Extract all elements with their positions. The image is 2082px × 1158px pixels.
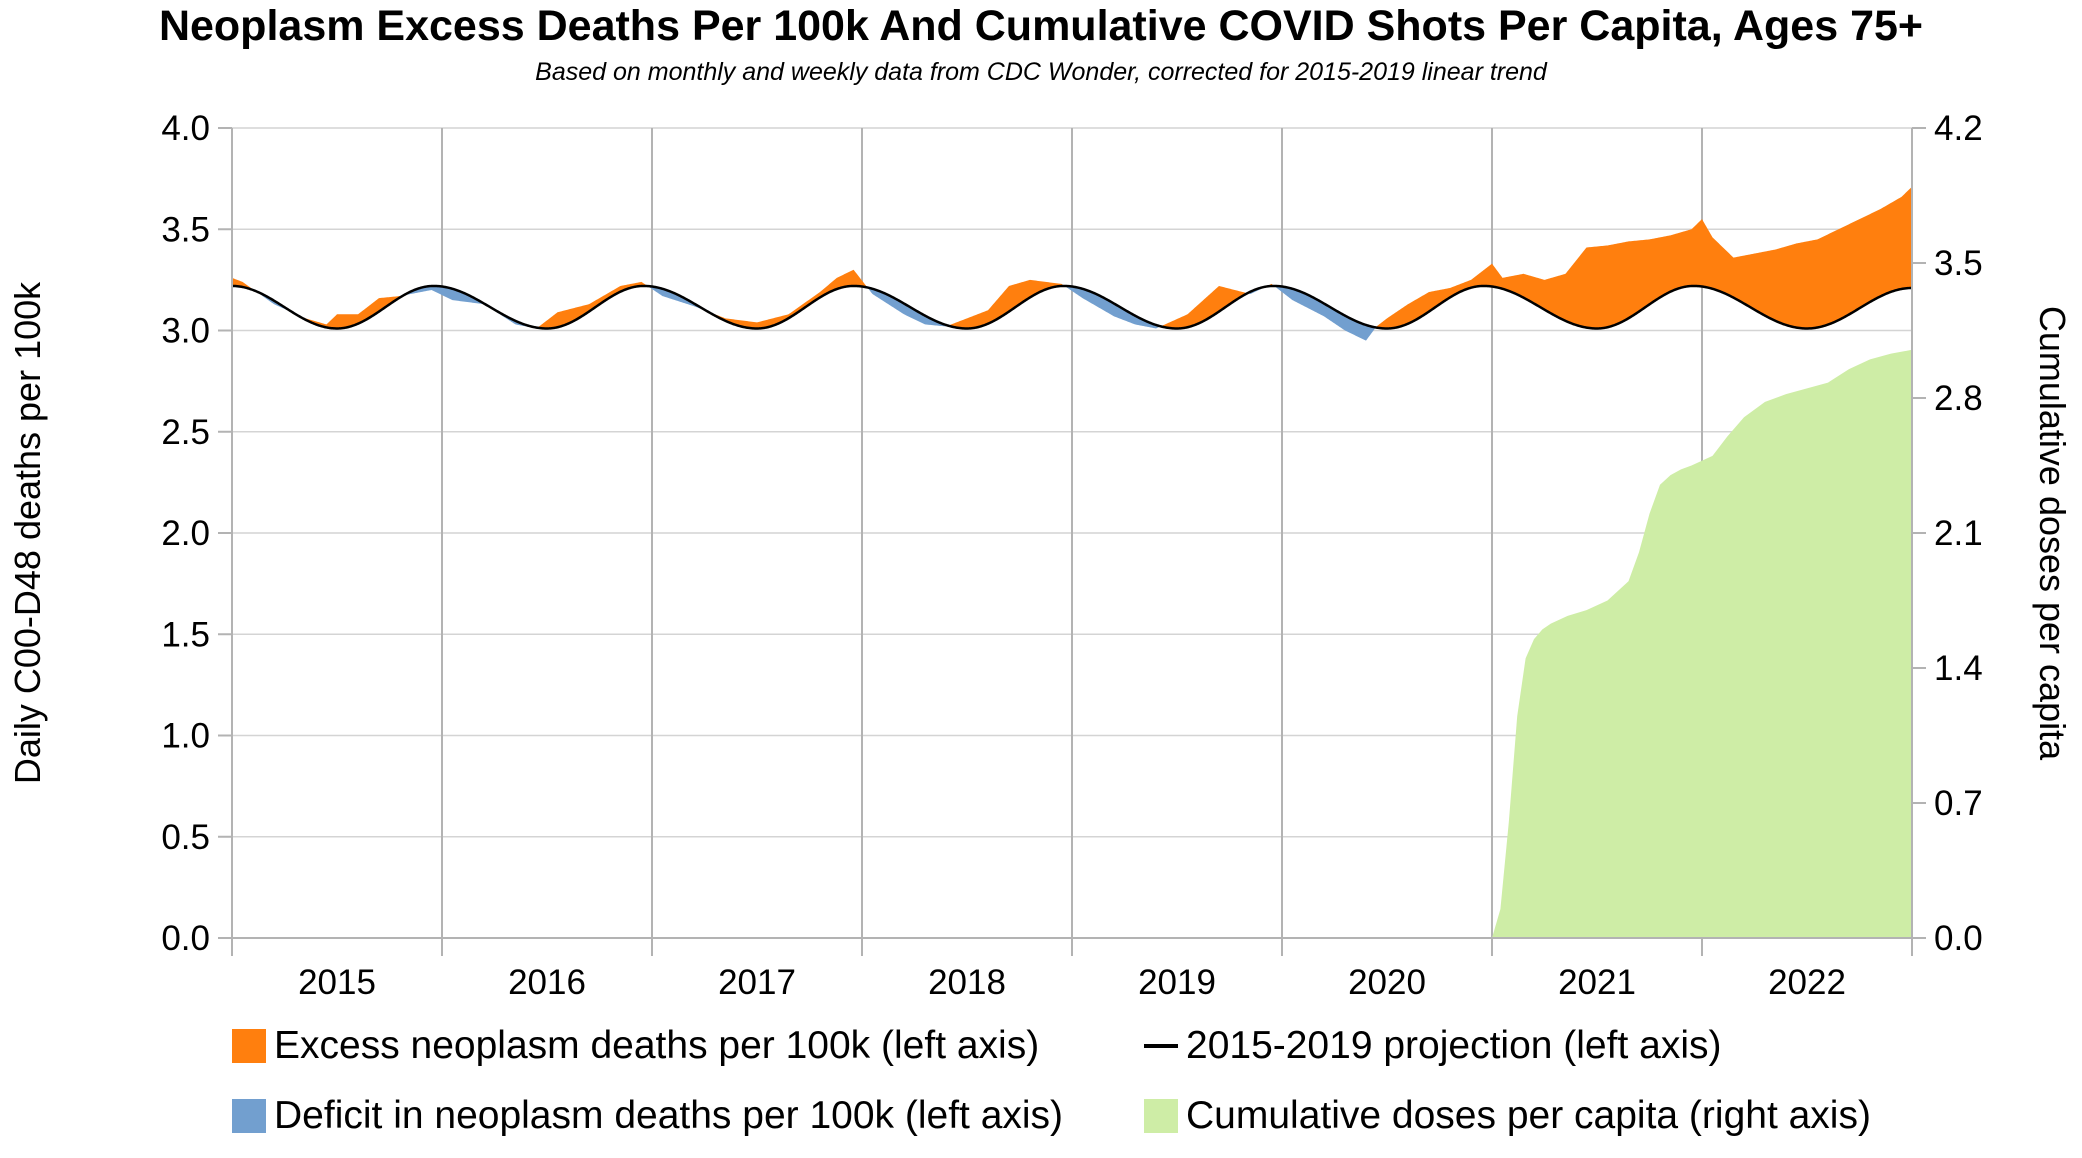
y2-tick-label: 0.0 xyxy=(1934,919,1983,958)
legend-excess: Excess neoplasm deaths per 100k (left ax… xyxy=(232,1024,1039,1067)
doses-area xyxy=(1492,349,1912,938)
chart-title: Neoplasm Excess Deaths Per 100k And Cumu… xyxy=(158,2,1924,50)
y2-tick-label: 2.1 xyxy=(1934,514,1983,553)
x-tick-label: 2022 xyxy=(1768,963,1846,1002)
legend-layer: Excess neoplasm deaths per 100k (left ax… xyxy=(232,1024,1871,1137)
projection-line xyxy=(231,284,1913,330)
y-tick-label: 3.0 xyxy=(161,312,210,351)
y2-tick-label: 1.4 xyxy=(1934,649,1983,688)
legend-deficit-swatch xyxy=(232,1099,266,1133)
legend-excess-label: Excess neoplasm deaths per 100k (left ax… xyxy=(274,1024,1039,1067)
area-layer xyxy=(232,186,1912,938)
x-tick-label: 2020 xyxy=(1348,963,1426,1002)
x-tick-label: 2019 xyxy=(1138,963,1216,1002)
y-axis-title: Daily C00-D48 deaths per 100k xyxy=(7,281,48,784)
y-tick-label: 1.5 xyxy=(161,615,210,654)
y-tick-label: 4.0 xyxy=(161,109,210,148)
x-tick-label: 2018 xyxy=(928,963,1006,1002)
legend-doses-label: Cumulative doses per capita (right axis) xyxy=(1186,1094,1871,1137)
y2-tick-label: 3.5 xyxy=(1934,244,1983,283)
x-tick-label: 2021 xyxy=(1558,963,1636,1002)
y-tick-label: 0.0 xyxy=(161,919,210,958)
y2-tick-label: 4.2 xyxy=(1934,109,1983,148)
line-layer xyxy=(231,284,1913,330)
legend-projection: 2015-2019 projection (left axis) xyxy=(1144,1024,1721,1067)
legend-deficit: Deficit in neoplasm deaths per 100k (lef… xyxy=(232,1094,1063,1137)
chart-subtitle: Based on monthly and weekly data from CD… xyxy=(535,58,1547,86)
legend-doses-swatch xyxy=(1144,1099,1178,1133)
legend-excess-swatch xyxy=(232,1029,266,1063)
x-tick-label: 2016 xyxy=(508,963,586,1002)
y2-tick-label: 2.8 xyxy=(1934,379,1983,418)
y-tick-label: 1.0 xyxy=(161,717,210,756)
x-tick-label: 2015 xyxy=(298,963,376,1002)
y2-tick-label: 0.7 xyxy=(1934,784,1983,823)
y-tick-label: 0.5 xyxy=(161,818,210,857)
y-tick-label: 2.5 xyxy=(161,413,210,452)
y2-axis-title: Cumulative doses per capita xyxy=(2032,306,2073,761)
x-tick-label: 2017 xyxy=(718,963,796,1002)
y-tick-label: 2.0 xyxy=(161,514,210,553)
y-tick-label: 3.5 xyxy=(161,210,210,249)
axis-layer: 0.0 0.5 1.0 1.5 2.0 2.5 3.0 3.5 4.0 0.0 0.7 1.4 2.1 2… xyxy=(7,109,2073,1002)
legend-deficit-label: Deficit in neoplasm deaths per 100k (lef… xyxy=(274,1094,1063,1137)
legend-projection-label: 2015-2019 projection (left axis) xyxy=(1186,1024,1721,1067)
legend-doses: Cumulative doses per capita (right axis) xyxy=(1144,1094,1871,1137)
